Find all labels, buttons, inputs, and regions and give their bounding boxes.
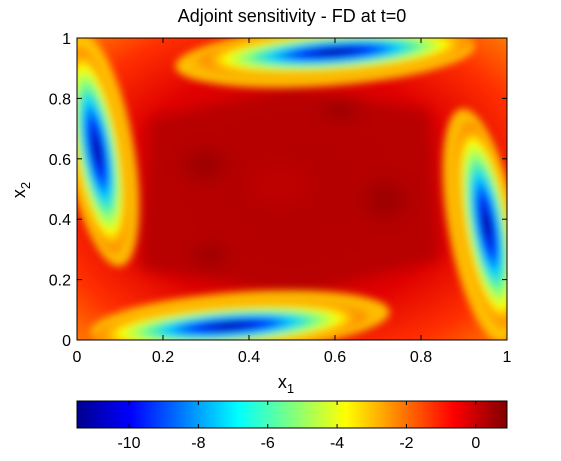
interior-blob [170,140,240,190]
y-axis-label: x2 [9,182,33,198]
colorbar-tick-label: -2 [399,435,413,452]
x-tick-label: 0.8 [410,349,432,366]
x-tick-label: 1 [503,349,512,366]
y-tick-label: 0.8 [49,91,71,108]
colorbar-tick-label: 0 [471,435,480,452]
y-axis-label-main: x [9,189,29,198]
minimum-band-right [455,118,507,332]
x-axis-label: x1 [278,372,294,396]
heatmap-field [77,38,507,340]
colorbar-tick-label: -4 [330,435,344,452]
colorbar [77,401,507,428]
y-tick-label: 1 [62,31,71,48]
x-tick-label: 0.2 [152,349,174,366]
plot-frame [76,37,508,341]
colorbar-ticks: -10 -8 -6 -4 -2 0 [117,401,480,452]
chart-title: Adjoint sensitivity - FD at t=0 [178,6,407,26]
minimum-band-top [193,38,477,77]
x-tick-label: 0.6 [324,349,346,366]
interior-blob [180,237,240,273]
y-axis-ticks: 0 0.2 0.4 0.6 0.8 1 [49,31,507,350]
y-axis-label-subscript: 2 [18,182,33,189]
colorbar-tick-label: -10 [117,435,140,452]
x-axis-ticks: 0 0.2 0.4 0.6 0.8 1 [73,38,512,366]
y-tick-label: 0.2 [49,273,71,290]
y-tick-label: 0 [62,333,71,350]
minimum-band-left [77,43,129,257]
x-axis-label-main: x [278,372,287,392]
x-axis-label-subscript: 1 [287,381,294,396]
x-tick-label: 0 [73,349,82,366]
y-tick-label: 0.4 [49,212,71,229]
minimum-band-bottom [88,301,372,340]
interior-blob [350,170,420,230]
interior-plateau-center [250,163,310,207]
interior-blob [310,92,370,128]
colorbar-tick-label: -8 [191,435,205,452]
colorbar-frame [76,400,508,429]
y-tick-label: 0.6 [49,152,71,169]
x-tick-label: 0.4 [238,349,260,366]
colorbar-tick-label: -6 [261,435,275,452]
